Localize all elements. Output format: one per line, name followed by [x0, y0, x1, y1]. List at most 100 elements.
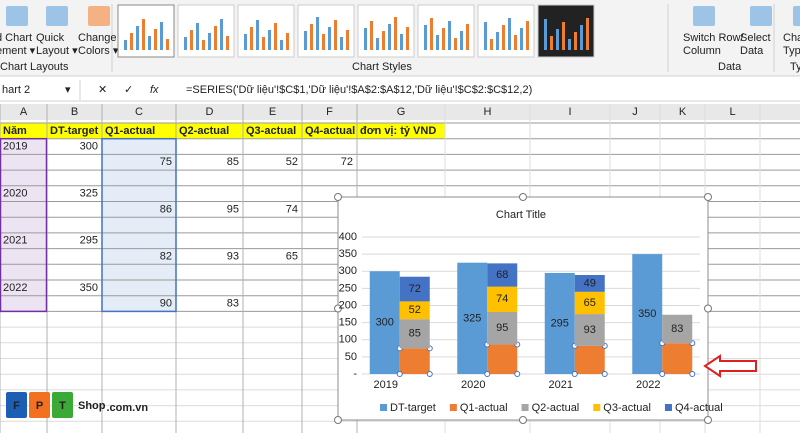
- bar-segment[interactable]: [399, 301, 430, 320]
- bar-segment[interactable]: [487, 263, 518, 287]
- button-label[interactable]: ement ▾: [0, 45, 36, 57]
- cell[interactable]: 95: [227, 203, 239, 215]
- cell[interactable]: Q1-actual: [105, 125, 155, 137]
- cell[interactable]: DT-target: [50, 125, 99, 137]
- legend-label[interactable]: Q3-actual: [603, 402, 651, 414]
- column-header[interactable]: L: [729, 106, 735, 118]
- button-icon[interactable]: [793, 6, 800, 26]
- formula[interactable]: =SERIES('Dữ liệu'!$C$1,'Dữ liệu'!$A$2:$A…: [186, 84, 532, 96]
- cell[interactable]: Q2-actual: [179, 125, 229, 137]
- resize-handle[interactable]: [334, 416, 342, 424]
- resize-handle[interactable]: [704, 193, 712, 201]
- dropdown-icon[interactable]: ▾: [65, 84, 71, 96]
- cell[interactable]: 65: [286, 250, 298, 262]
- cell[interactable]: 295: [80, 235, 98, 247]
- resize-handle[interactable]: [519, 416, 527, 424]
- cell[interactable]: 85: [227, 156, 239, 168]
- chart-style-thumbnail[interactable]: [537, 4, 595, 58]
- column-header[interactable]: F: [326, 106, 333, 118]
- button-icon[interactable]: [693, 6, 715, 26]
- name-box[interactable]: hart 2: [2, 84, 30, 96]
- column-header[interactable]: H: [484, 106, 492, 118]
- legend-label[interactable]: Q1-actual: [460, 402, 508, 414]
- column-header[interactable]: C: [135, 106, 143, 118]
- cell[interactable]: đơn vị: tỷ VND: [360, 125, 436, 137]
- chart-style-thumbnail[interactable]: [357, 4, 415, 58]
- column-header[interactable]: E: [269, 106, 276, 118]
- chart-style-thumbnail[interactable]: [417, 4, 475, 58]
- cell[interactable]: 2022: [3, 282, 27, 294]
- bar-segment[interactable]: [487, 286, 518, 313]
- cell[interactable]: 90: [160, 297, 172, 309]
- resize-handle[interactable]: [519, 193, 527, 201]
- column-header[interactable]: G: [397, 106, 406, 118]
- bar-segment[interactable]: [487, 312, 518, 345]
- button-label[interactable]: Column: [683, 45, 721, 57]
- column-header[interactable]: J: [632, 106, 638, 118]
- legend-label[interactable]: Q2-actual: [532, 402, 580, 414]
- cell[interactable]: 74: [286, 203, 298, 215]
- bar-segment[interactable]: [487, 344, 518, 374]
- column-header[interactable]: K: [679, 106, 687, 118]
- resize-handle[interactable]: [704, 304, 712, 313]
- cell[interactable]: 83: [227, 297, 239, 309]
- cell[interactable]: 350: [80, 282, 98, 294]
- cell[interactable]: 2020: [3, 188, 27, 200]
- column-header[interactable]: B: [71, 106, 78, 118]
- cell[interactable]: Q3-actual: [246, 125, 296, 137]
- column-header[interactable]: I: [568, 106, 571, 118]
- bar-segment[interactable]: [574, 345, 605, 374]
- button-label[interactable]: Data: [740, 45, 764, 57]
- legend-label[interactable]: DT-target: [390, 402, 436, 414]
- bar-segment[interactable]: [399, 276, 430, 302]
- bar-segment[interactable]: [662, 343, 693, 374]
- cell[interactable]: Năm: [3, 125, 27, 137]
- bar-segment[interactable]: [369, 271, 400, 374]
- enter-icon[interactable]: ✓: [124, 84, 133, 96]
- bar-segment[interactable]: [662, 314, 693, 344]
- button-label[interactable]: d Chart: [0, 32, 32, 44]
- cell[interactable]: 86: [160, 203, 172, 215]
- cell[interactable]: 300: [80, 140, 98, 152]
- bar-segment[interactable]: [457, 262, 488, 374]
- cell[interactable]: 2019: [3, 140, 27, 152]
- button-label[interactable]: Change: [78, 32, 117, 44]
- resize-handle[interactable]: [704, 416, 712, 424]
- cell[interactable]: Q4-actual: [305, 125, 355, 137]
- bar-segment[interactable]: [574, 275, 605, 292]
- button-label[interactable]: Switch Row/: [683, 32, 744, 44]
- button-label[interactable]: Layout ▾: [36, 45, 78, 57]
- cell[interactable]: 93: [227, 250, 239, 262]
- chart-style-thumbnail[interactable]: [177, 4, 235, 58]
- button-label[interactable]: Colors ▾: [78, 45, 119, 57]
- resize-handle[interactable]: [334, 304, 342, 313]
- cancel-icon[interactable]: ✕: [98, 84, 107, 96]
- bar-segment[interactable]: [544, 272, 575, 374]
- column-header[interactable]: D: [206, 106, 214, 118]
- button-icon[interactable]: [6, 6, 28, 26]
- bar-segment[interactable]: [399, 348, 430, 374]
- button-label[interactable]: Type: [783, 45, 800, 57]
- chart-style-thumbnail[interactable]: [477, 4, 535, 58]
- cell[interactable]: 75: [160, 156, 172, 168]
- column-header[interactable]: A: [20, 106, 28, 118]
- bar-segment[interactable]: [574, 314, 605, 346]
- cell[interactable]: 72: [341, 156, 353, 168]
- resize-handle[interactable]: [334, 193, 342, 201]
- cell[interactable]: 52: [286, 156, 298, 168]
- bar-segment[interactable]: [574, 291, 605, 315]
- button-icon[interactable]: [750, 6, 772, 26]
- button-label[interactable]: Quick: [36, 32, 65, 44]
- bar-segment[interactable]: [399, 319, 430, 349]
- chart-style-thumbnail[interactable]: [117, 4, 175, 58]
- cell[interactable]: 82: [160, 250, 172, 262]
- bar-segment[interactable]: [632, 254, 663, 374]
- chart-style-thumbnail[interactable]: [237, 4, 295, 58]
- cell[interactable]: 2021: [3, 235, 27, 247]
- button-icon[interactable]: [46, 6, 68, 26]
- chart-style-thumbnail[interactable]: [297, 4, 355, 58]
- button-label[interactable]: Cha: [783, 32, 800, 44]
- button-icon[interactable]: [88, 6, 110, 26]
- cell[interactable]: 325: [80, 188, 98, 200]
- legend-label[interactable]: Q4-actual: [675, 402, 723, 414]
